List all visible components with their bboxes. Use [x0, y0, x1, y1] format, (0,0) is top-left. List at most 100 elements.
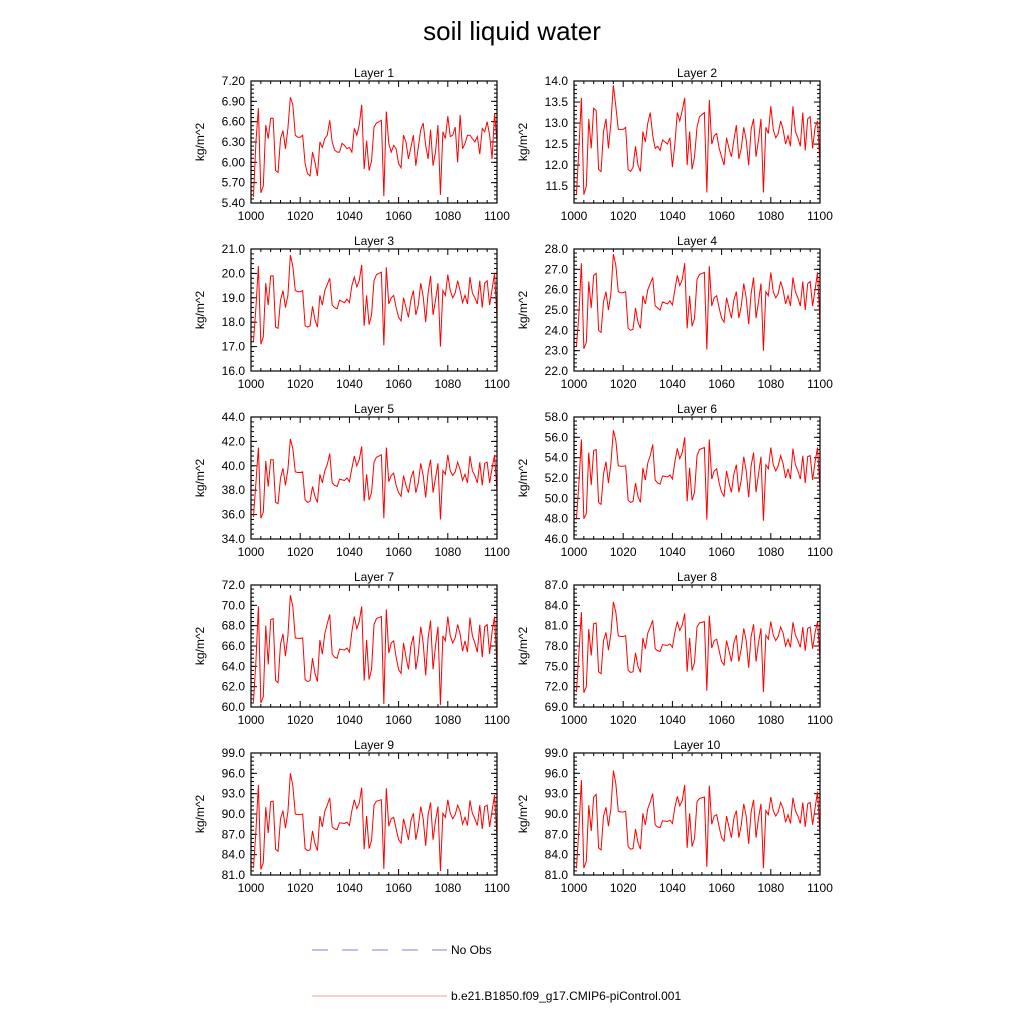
- y-tick-label: 54.0: [545, 451, 569, 465]
- y-axis-label: kg/m^2: [193, 459, 207, 498]
- chart-panel-layer-2: Layer 2 kg/m^2 1000 1020 1040 1060 1080 1100 11.…: [516, 66, 833, 223]
- y-tick-label: 42.0: [222, 434, 246, 448]
- panel-title: Layer 4: [677, 234, 717, 248]
- legend-label-model: b.e21.B1850.f09_g17.CMIP6-piControl.001: [451, 989, 681, 1003]
- x-tick-label: 1020: [287, 713, 314, 727]
- y-axis-label: kg/m^2: [193, 627, 207, 666]
- y-tick-label: 20.0: [222, 266, 246, 280]
- y-tick-label: 96.0: [545, 766, 569, 780]
- chart-panel-layer-10: Layer 10 kg/m^2 1000 1020 1040 1060 1080 1100 81…: [516, 738, 833, 895]
- y-tick-label: 40.0: [222, 459, 246, 473]
- y-tick-label: 75.0: [545, 659, 569, 673]
- chart-panel-layer-7: Layer 7 kg/m^2 1000 1020 1040 1060 1080 1100 60.…: [193, 570, 510, 727]
- y-tick-label: 50.0: [545, 491, 569, 505]
- x-tick-label: 1040: [336, 713, 363, 727]
- x-tick-label: 1040: [336, 881, 363, 895]
- series-line-layer-10: [575, 770, 821, 869]
- y-tick-label: 84.0: [545, 848, 569, 862]
- y-tick-label: 72.0: [222, 578, 246, 592]
- chart-panel-layer-4: Layer 4 kg/m^2 1000 1020 1040 1060 1080 1100 22.…: [516, 234, 833, 391]
- y-axis-label: kg/m^2: [516, 627, 530, 666]
- series-line-layer-3: [252, 254, 498, 347]
- series-line-layer-8: [575, 601, 821, 693]
- legend-entry-model: b.e21.B1850.f09_g17.CMIP6-piControl.001: [312, 989, 681, 1003]
- y-tick-label: 21.0: [222, 242, 246, 256]
- y-tick-label: 72.0: [545, 680, 569, 694]
- x-tick-label: 1100: [484, 377, 510, 391]
- chart-panel-layer-1: Layer 1 kg/m^2 1000 1020 1040 1060 1080 1100 5.4…: [193, 66, 510, 223]
- series-line-layer-9: [252, 773, 498, 871]
- x-tick-label: 1000: [238, 881, 265, 895]
- y-tick-label: 11.5: [546, 179, 569, 193]
- x-tick-label: 1000: [561, 713, 588, 727]
- panel-title: Layer 1: [354, 66, 394, 80]
- y-tick-label: 81.0: [222, 868, 246, 882]
- series-line-layer-1: [252, 97, 498, 197]
- x-tick-label: 1000: [561, 881, 588, 895]
- y-tick-label: 38.0: [222, 483, 246, 497]
- x-tick-label: 1000: [238, 713, 265, 727]
- x-tick-label: 1000: [238, 377, 265, 391]
- y-tick-label: 70.0: [222, 598, 246, 612]
- x-tick-label: 1020: [287, 881, 314, 895]
- y-tick-label: 68.0: [222, 619, 246, 633]
- x-tick-label: 1080: [757, 209, 784, 223]
- y-tick-label: 46.0: [545, 532, 569, 546]
- y-axis-label: kg/m^2: [516, 291, 530, 330]
- y-tick-label: 96.0: [222, 766, 246, 780]
- x-tick-label: 1040: [659, 209, 686, 223]
- y-tick-label: 17.0: [222, 340, 246, 354]
- y-axis-label: kg/m^2: [516, 795, 530, 834]
- x-tick-label: 1020: [287, 377, 314, 391]
- y-tick-label: 6.90: [222, 94, 246, 108]
- x-tick-label: 1020: [610, 377, 637, 391]
- x-tick-label: 1080: [434, 545, 461, 559]
- y-tick-label: 87.0: [545, 578, 569, 592]
- x-tick-label: 1100: [484, 545, 510, 559]
- plot-frame: [573, 752, 821, 876]
- x-tick-label: 1080: [757, 713, 784, 727]
- x-tick-label: 1000: [561, 209, 588, 223]
- x-tick-label: 1100: [484, 713, 510, 727]
- plot-frame: [250, 416, 498, 540]
- x-tick-label: 1100: [807, 881, 833, 895]
- y-tick-label: 26.0: [545, 283, 569, 297]
- x-tick-label: 1100: [807, 545, 833, 559]
- y-tick-label: 52.0: [545, 471, 569, 485]
- x-tick-label: 1020: [610, 881, 637, 895]
- figure-title: soil liquid water: [423, 16, 601, 46]
- y-tick-label: 90.0: [545, 807, 569, 821]
- plot-frame: [573, 584, 821, 708]
- y-tick-label: 64.0: [222, 659, 246, 673]
- y-tick-label: 25.0: [545, 303, 569, 317]
- y-axis-label: kg/m^2: [193, 291, 207, 330]
- y-tick-label: 13.5: [545, 95, 569, 109]
- x-tick-label: 1100: [807, 209, 833, 223]
- y-tick-label: 24.0: [545, 323, 569, 337]
- x-tick-label: 1100: [807, 713, 833, 727]
- y-tick-label: 87.0: [222, 827, 246, 841]
- legend-label-no-obs: No Obs: [451, 943, 492, 957]
- panel-title: Layer 7: [354, 570, 394, 584]
- y-tick-label: 84.0: [545, 598, 569, 612]
- chart-panel-layer-6: Layer 6 kg/m^2 1000 1020 1040 1060 1080 1100 46.…: [516, 402, 833, 559]
- x-tick-label: 1060: [708, 713, 735, 727]
- y-tick-label: 5.70: [222, 176, 246, 190]
- y-tick-label: 12.5: [545, 137, 569, 151]
- y-tick-label: 87.0: [545, 827, 569, 841]
- x-tick-label: 1060: [708, 209, 735, 223]
- plot-frame: [573, 248, 821, 372]
- series-line-layer-6: [575, 430, 821, 521]
- x-tick-label: 1000: [561, 377, 588, 391]
- x-tick-label: 1040: [659, 881, 686, 895]
- x-tick-label: 1020: [610, 545, 637, 559]
- y-tick-label: 44.0: [222, 410, 246, 424]
- legend: No Obs b.e21.B1850.f09_g17.CMIP6-piContr…: [312, 943, 681, 1003]
- y-tick-label: 99.0: [222, 746, 246, 760]
- x-tick-label: 1080: [434, 713, 461, 727]
- x-tick-label: 1080: [434, 209, 461, 223]
- panel-title: Layer 2: [677, 66, 717, 80]
- y-tick-label: 62.0: [222, 680, 246, 694]
- plot-frame: [250, 752, 498, 876]
- y-tick-label: 34.0: [222, 532, 246, 546]
